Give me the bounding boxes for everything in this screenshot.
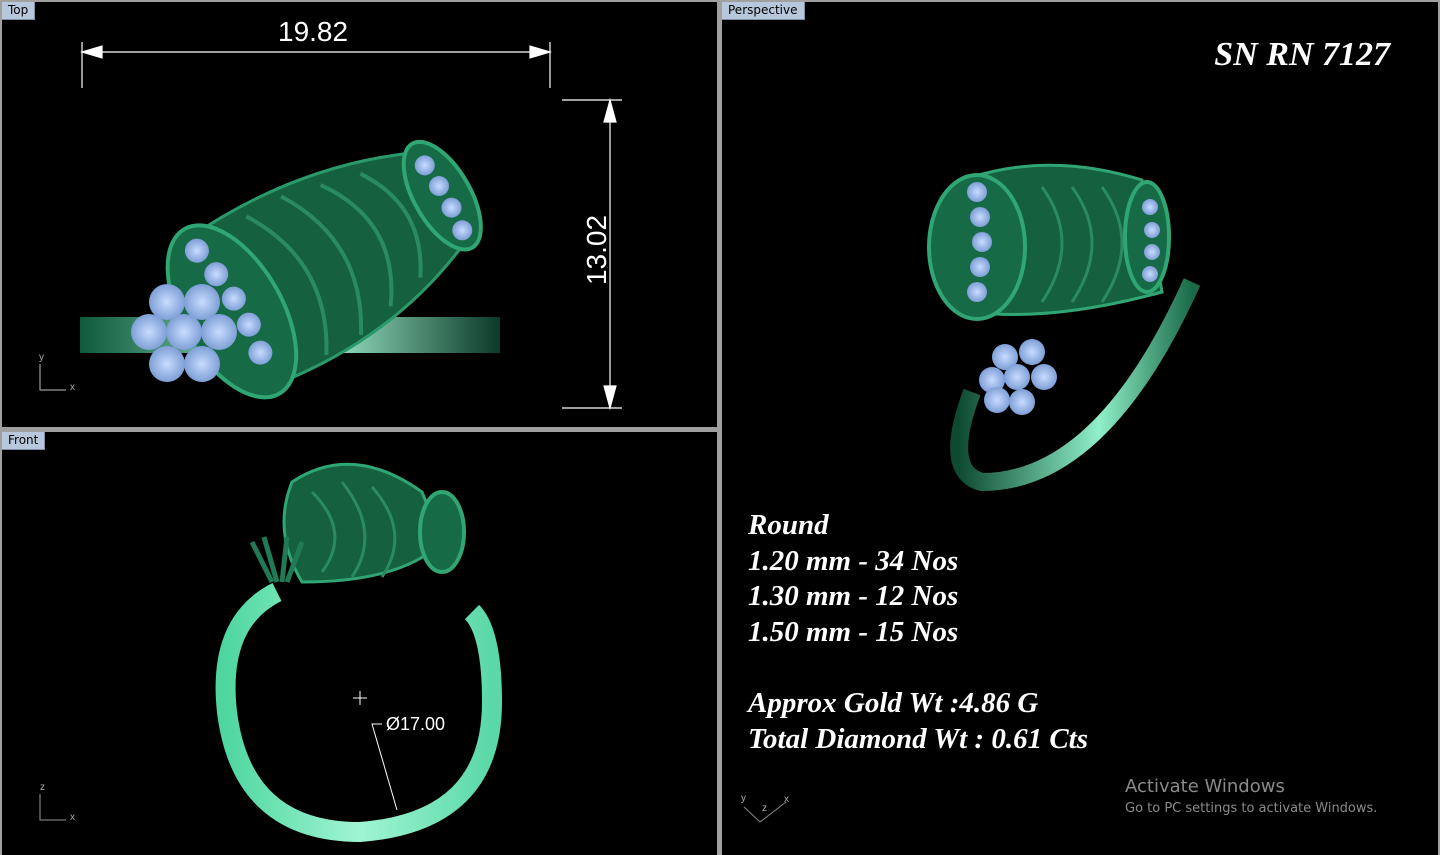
flower-cluster [131, 284, 237, 382]
axis-x-label: x [70, 812, 75, 823]
axis-y-label: y [741, 793, 746, 804]
watermark-subtitle: Go to PC settings to activate Windows. [1125, 801, 1378, 816]
dimension-lines [39, 42, 622, 411]
ring-head [165, 139, 483, 400]
gold-weight: Approx Gold Wt :4.86 G [748, 687, 1039, 719]
stone-line: 1.50 mm - 15 Nos [748, 615, 959, 648]
diamond-weight: Total Diamond Wt : 0.61 Cts [748, 722, 1089, 755]
watermark-title: Activate Windows [1125, 776, 1285, 797]
stone-line: 1.20 mm - 34 Nos [748, 544, 959, 577]
front-viewport[interactable]: Front Ø17.00 z x [2, 432, 717, 855]
axis-x-label: x [70, 382, 75, 393]
ring-shank [950, 278, 1201, 492]
stone-shape: Round [748, 509, 829, 541]
flower-cluster [979, 339, 1057, 415]
activate-windows-watermark: Activate Windows Go to PC settings to ac… [1125, 776, 1377, 816]
viewport-label-top[interactable]: Top [2, 2, 36, 20]
diameter-dimension: Ø17.00 [386, 714, 446, 734]
top-viewport[interactable]: Top 19.82 13.02 y x [2, 2, 717, 427]
stone-line: 1.30 mm - 12 Nos [748, 580, 959, 612]
serial-number: SN RN 7127 [1214, 36, 1390, 73]
perspective-viewport[interactable]: Perspective SN RN 7127 Round 1.20 mm - 3… [722, 2, 1438, 855]
design-specs: Round 1.20 mm - 34 Nos 1.30 mm - 12 Nos … [748, 508, 1088, 757]
axis-y-label: y [39, 352, 44, 363]
ring-top-render [39, 42, 622, 411]
axis-z-label: z [762, 803, 767, 814]
viewport-label-front[interactable]: Front [2, 432, 46, 450]
viewport-label-perspective[interactable]: Perspective [722, 2, 805, 20]
ring-front-render [39, 462, 503, 843]
axis-x-label: x [784, 794, 789, 805]
ring-perspective-render [743, 163, 1201, 823]
width-dimension: 19.82 [278, 16, 349, 47]
axis-z-label: z [40, 782, 45, 793]
ring-shank [215, 583, 503, 843]
height-dimension: 13.02 [581, 214, 613, 286]
